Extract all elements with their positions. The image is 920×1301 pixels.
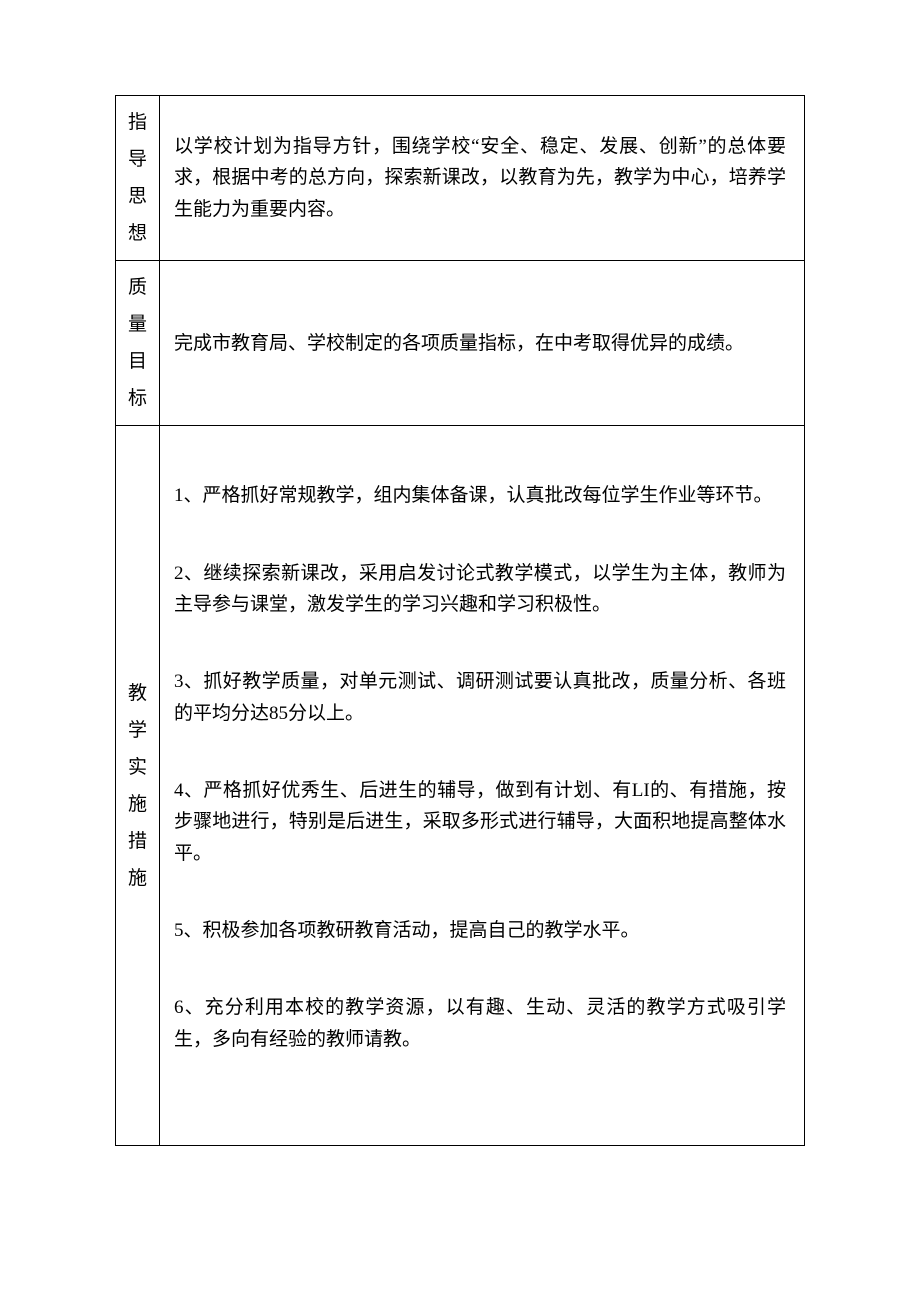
table-row: 指导思想以学校计划为指导方针，围绕学校“安全、稳定、发展、创新”的总体要求，根据… [116, 96, 805, 261]
label-char: 导 [120, 141, 155, 178]
label-char: 教 [120, 675, 155, 712]
row-label: 教学实施措施 [116, 426, 160, 1146]
label-char: 思 [120, 178, 155, 215]
label-char: 施 [120, 786, 155, 823]
row-content: 1、严格抓好常规教学，组内集体备课，认真批改每位学生作业等环节。2、继续探索新课… [160, 426, 805, 1146]
label-char: 学 [120, 712, 155, 749]
row-label: 质量目标 [116, 261, 160, 426]
label-char: 质 [120, 269, 155, 306]
row-content: 完成市教育局、学校制定的各项质量指标，在中考取得优异的成绩。 [160, 261, 805, 426]
label-char: 实 [120, 749, 155, 786]
label-char: 量 [120, 306, 155, 343]
label-char: 标 [120, 380, 155, 417]
label-char: 指 [120, 104, 155, 141]
plan-table-body: 指导思想以学校计划为指导方针，围绕学校“安全、稳定、发展、创新”的总体要求，根据… [116, 96, 805, 1146]
label-char: 想 [120, 215, 155, 252]
row-content: 以学校计划为指导方针，围绕学校“安全、稳定、发展、创新”的总体要求，根据中考的总… [160, 96, 805, 261]
label-char: 目 [120, 343, 155, 380]
plan-table: 指导思想以学校计划为指导方针，围绕学校“安全、稳定、发展、创新”的总体要求，根据… [115, 95, 805, 1146]
row-label: 指导思想 [116, 96, 160, 261]
label-char: 施 [120, 860, 155, 897]
table-row: 质量目标完成市教育局、学校制定的各项质量指标，在中考取得优异的成绩。 [116, 261, 805, 426]
table-row: 教学实施措施1、严格抓好常规教学，组内集体备课，认真批改每位学生作业等环节。2、… [116, 426, 805, 1146]
label-char: 措 [120, 823, 155, 860]
